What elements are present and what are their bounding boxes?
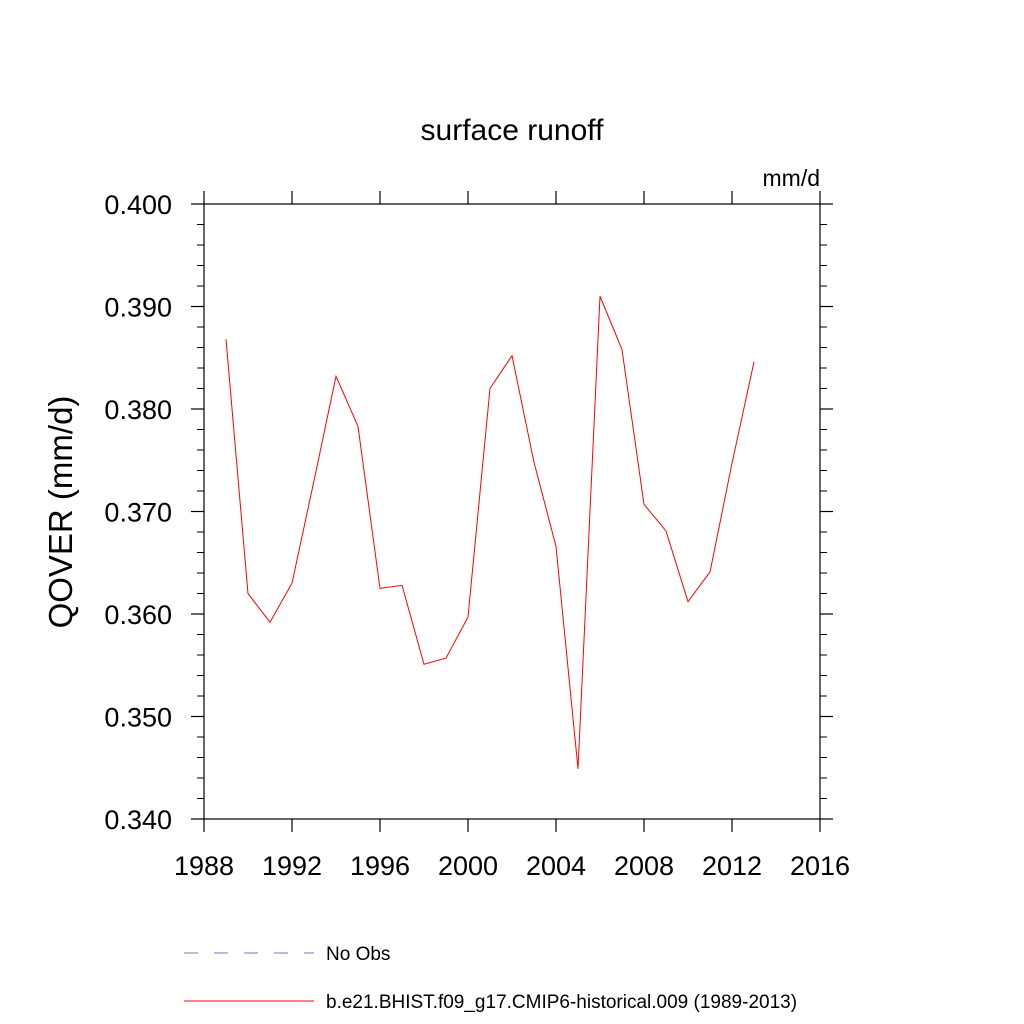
chart-title: surface runoff <box>421 114 605 147</box>
legend-no-obs-label: No Obs <box>326 944 390 965</box>
y-tick-label: 0.400 <box>104 190 172 220</box>
x-tick-label: 2004 <box>526 851 586 881</box>
y-tick-label: 0.340 <box>104 805 172 835</box>
x-tick-label: 1992 <box>262 851 322 881</box>
y-tick-label: 0.360 <box>104 600 172 630</box>
axis-ticks: 1988 1992 1996 2000 2004 2008 2012 2016 0.340 0.3… <box>104 190 850 881</box>
plot-frame <box>203 203 821 820</box>
units-label: mm/d <box>763 165 821 191</box>
x-tick-label: 1996 <box>350 851 410 881</box>
y-tick-label: 0.370 <box>104 498 172 528</box>
x-tick-label: 2012 <box>702 851 762 881</box>
x-tick-label: 2000 <box>438 851 498 881</box>
y-tick-label: 0.390 <box>104 293 172 323</box>
y-tick-label: 0.380 <box>104 395 172 425</box>
x-tick-label: 2008 <box>614 851 674 881</box>
x-tick-label: 2016 <box>790 851 850 881</box>
series-layer <box>225 296 755 769</box>
y-tick-label: 0.350 <box>104 703 172 733</box>
x-tick-label: 1988 <box>174 851 234 881</box>
y-axis-label: QOVER (mm/d) <box>42 396 79 629</box>
series-line <box>225 296 755 769</box>
legend: No Obs b.e21.BHIST.f09_g17.CMIP6-histori… <box>184 944 797 1013</box>
legend-model-label: b.e21.BHIST.f09_g17.CMIP6-historical.009… <box>326 992 797 1013</box>
